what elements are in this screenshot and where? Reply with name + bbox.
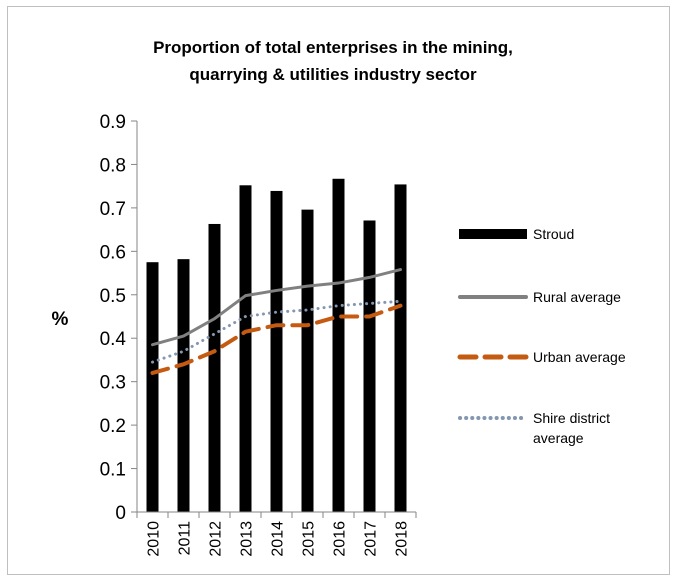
line-urban-average [150, 303, 403, 375]
line-rural-average [151, 268, 402, 347]
x-tick-label: 2014 [270, 521, 287, 557]
bar-stroud-2016 [332, 178, 345, 512]
bar-stroud-2014 [270, 190, 283, 512]
legend: Stroud Rural average Urban average Shire di… [457, 226, 626, 446]
legend-label: Rural average [533, 289, 621, 305]
x-tick-label: 2013 [239, 521, 256, 557]
y-tick-label: 0.8 [100, 155, 126, 176]
bar-stroud-2017 [363, 220, 376, 512]
y-tick-label: 0.4 [100, 329, 127, 350]
bar-stroud-2012 [208, 223, 221, 513]
y-axis-ticks: 0 0.1 0.2 0.3 0.4 0.5 0.6 0.7 0.8 0.9 [100, 112, 137, 524]
bar-stroud-2015 [301, 209, 314, 513]
x-tick-label: 2015 [301, 521, 318, 557]
x-tick-label: 2011 [177, 521, 194, 556]
y-tick-label: 0.2 [100, 416, 126, 437]
bar-stroud-2018 [394, 184, 407, 512]
y-tick-label: 0.9 [100, 112, 126, 133]
y-tick-label: 0.3 [100, 373, 126, 394]
y-tick-label: 0.7 [100, 199, 126, 220]
x-tick-label: 2012 [208, 521, 225, 557]
x-tick-label: 2018 [394, 521, 411, 557]
x-tick-label: 2016 [332, 521, 349, 557]
axes [131, 121, 416, 513]
bar-stroud-2010 [146, 262, 159, 512]
x-axis-ticks: 2010 2011 2012 2013 2014 2015 2016 2017 2018 [136, 512, 417, 557]
line-series-group [150, 268, 403, 375]
legend-label: Shire district [533, 410, 610, 426]
y-tick-label: 0 [115, 503, 126, 524]
y-tick-label: 0.5 [100, 286, 126, 307]
legend-label: average [533, 430, 584, 446]
y-axis-label: % [52, 309, 69, 330]
line-shire-district-average [151, 299, 402, 364]
y-tick-label: 0.6 [100, 242, 126, 263]
legend-label: Urban average [533, 349, 626, 365]
bar-stroud-2013 [239, 185, 252, 512]
y-tick-label: 0.1 [100, 460, 126, 481]
x-tick-label: 2017 [363, 521, 380, 557]
legend-label: Stroud [533, 226, 574, 242]
x-tick-label: 2010 [146, 521, 163, 557]
bar-stroud-2011 [177, 259, 190, 512]
chart-title-line-2: quarrying & utilities industry sector [189, 65, 477, 84]
chart-title-line-1: Proportion of total enterprises in the m… [153, 38, 513, 57]
legend-swatch-stroud [459, 229, 527, 239]
